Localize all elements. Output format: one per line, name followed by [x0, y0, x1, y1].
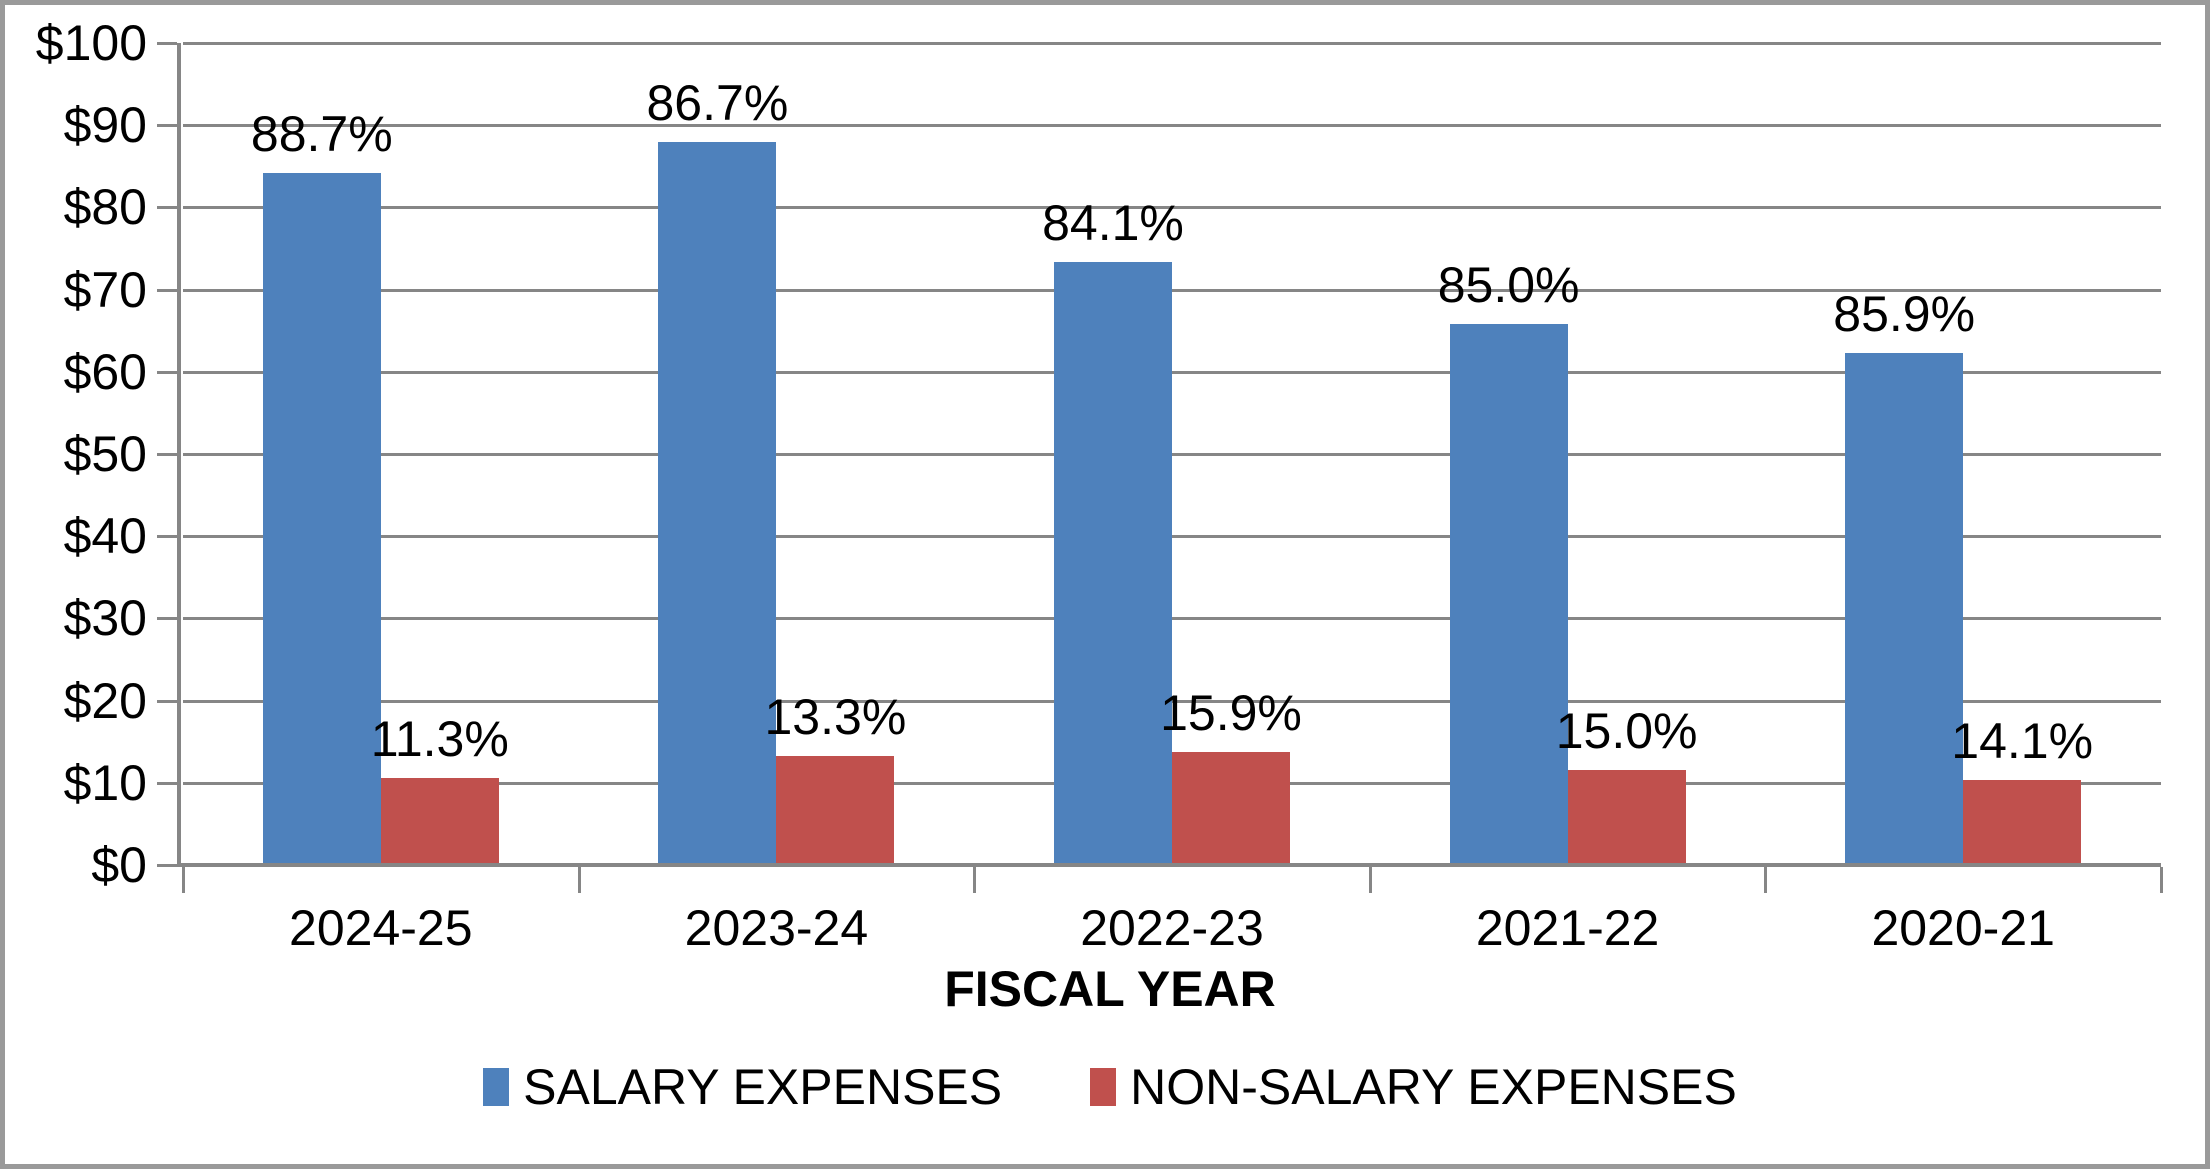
legend-entry-salary[interactable]: SALARY EXPENSES: [483, 1062, 1002, 1112]
bar-group: 86.7% 13.3%: [183, 43, 2161, 865]
gridline: [183, 699, 2161, 703]
y-axis-tick-label: $90: [63, 97, 147, 154]
bar-data-label: 13.3%: [764, 688, 907, 745]
y-axis-tick-label: $30: [63, 590, 147, 647]
y-axis-tick-mark: [157, 206, 177, 210]
bar-salary[interactable]: [1845, 352, 1964, 865]
gridline: [183, 288, 2161, 292]
x-axis-tick-mark: [973, 867, 977, 893]
gridline: [183, 42, 2161, 45]
y-axis-tick-mark: [157, 288, 177, 292]
category-axis-line: [177, 863, 2161, 867]
y-axis-tick-label: $70: [63, 261, 147, 318]
y-axis-tick-label: $80: [63, 179, 147, 236]
bar-data-label: 86.7%: [646, 74, 789, 131]
bar-non-salary[interactable]: [380, 777, 499, 865]
chart-legend: SALARY EXPENSES NON-SALARY EXPENSES: [5, 1062, 2205, 1112]
gridline: [183, 206, 2161, 210]
legend-label-non-salary: NON-SALARY EXPENSES: [1130, 1059, 1737, 1115]
gridline: [183, 124, 2161, 128]
x-axis-category-label: 2020-21: [1871, 900, 2055, 956]
bar-non-salary[interactable]: [1172, 751, 1290, 865]
bar-data-label: 85.9%: [1833, 285, 1976, 342]
y-axis-tick-label: $40: [63, 508, 147, 565]
bar-group: 88.7% 11.3%: [183, 43, 2161, 865]
bar-group: 85.9% 14.1%: [183, 43, 2161, 865]
y-axis-labels: $0 $10 $20 $30 $40 $50 $60 $70 $80 $90 $100: [5, 5, 177, 1164]
y-axis-tick-mark: [157, 453, 177, 456]
plot-area: 88.7% 11.3% 86.7% 13.3% 84.1% 15.9% 85.0% 15.0%…: [183, 42, 2161, 867]
y-axis-tick-mark: [157, 535, 177, 539]
bar-non-salary[interactable]: [776, 755, 895, 865]
x-axis-tick-mark: [577, 867, 581, 893]
bar-data-label: 15.9%: [1160, 684, 1302, 741]
x-axis-category-label: 2021-22: [1475, 900, 1660, 956]
bar-group: 85.0% 15.0%: [183, 43, 2161, 865]
bar-data-label: 11.3%: [370, 710, 509, 767]
bar-salary[interactable]: [1449, 324, 1568, 865]
y-axis-tick-mark: [157, 617, 177, 621]
y-axis-tick-label: $100: [35, 15, 147, 71]
gridline: [183, 617, 2161, 621]
bar-salary[interactable]: [262, 172, 381, 865]
x-axis-tick-mark: [182, 867, 185, 893]
y-axis-tick-mark: [157, 699, 177, 703]
y-axis-tick-mark: [157, 781, 177, 785]
x-axis-title: FISCAL YEAR: [944, 961, 1276, 1017]
y-axis-tick-mark: [157, 370, 177, 374]
bar-data-label: 84.1%: [1042, 194, 1184, 251]
x-axis-tick-mark: [1764, 867, 1768, 893]
value-axis-line: [177, 43, 181, 867]
gridline: [183, 535, 2161, 539]
x-axis-category-label: 2023-24: [684, 900, 869, 956]
legend-label-salary: SALARY EXPENSES: [523, 1059, 1003, 1115]
bar-salary[interactable]: [1054, 261, 1172, 865]
y-axis-tick-label: $50: [63, 426, 147, 482]
y-axis-tick-label: $20: [63, 672, 147, 729]
legend-swatch-salary-icon: [483, 1068, 510, 1106]
x-axis-tick-mark: [1368, 867, 1372, 893]
legend-entry-non-salary[interactable]: NON-SALARY EXPENSES: [1090, 1062, 1737, 1112]
y-axis-tick-label: $10: [63, 754, 147, 811]
legend-swatch-non-salary-icon: [1090, 1068, 1117, 1106]
bar-data-label: 14.1%: [1951, 713, 2094, 770]
bar-salary[interactable]: [658, 141, 777, 865]
bar-group: 84.1% 15.9%: [183, 43, 2161, 865]
x-axis-tick-mark: [2160, 867, 2163, 893]
y-axis-tick-mark: [157, 864, 177, 867]
bar-non-salary[interactable]: [1567, 770, 1686, 865]
x-axis-category-label: 2024-25: [289, 900, 473, 956]
bar-non-salary[interactable]: [1963, 780, 2082, 865]
y-axis-tick-mark: [157, 124, 177, 128]
bar-data-label: 88.7%: [250, 105, 393, 162]
y-axis-tick-label: $0: [91, 837, 147, 893]
y-axis-tick-label: $60: [63, 343, 147, 400]
gridline: [183, 370, 2161, 374]
gridline: [183, 453, 2161, 456]
bar-data-label: 85.0%: [1437, 257, 1580, 314]
bar-data-label: 15.0%: [1555, 703, 1698, 760]
y-axis-tick-mark: [157, 42, 177, 45]
x-axis-category-label: 2022-23: [1080, 900, 1264, 956]
